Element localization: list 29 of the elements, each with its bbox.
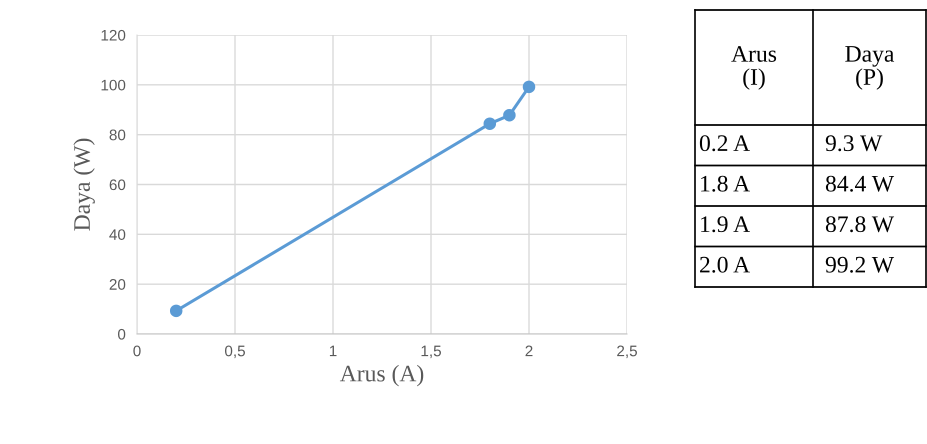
x-tick-label: 2,5: [617, 346, 637, 358]
y-tick-label: 80: [110, 130, 126, 140]
text: 87.8 W: [826, 216, 894, 232]
x-tick-label: 1,5: [422, 346, 441, 358]
point: [170, 304, 182, 318]
y-tick-label: 0: [118, 328, 126, 340]
y-axis-title: Daya (W): [73, 138, 95, 231]
text: 9.3 W: [826, 135, 882, 152]
text: 84.4 W: [826, 176, 894, 192]
x-tick-label: 2: [526, 346, 532, 356]
point: [503, 108, 516, 122]
point: [484, 117, 496, 130]
text: 99.2 W: [826, 256, 894, 273]
x-tick-label: 0,5: [224, 346, 245, 358]
y-tick-label: 120: [102, 30, 126, 41]
text: Arus (I): [731, 46, 776, 90]
text: 1.8 A: [701, 176, 750, 192]
x-tick-label: 1: [330, 346, 337, 356]
y-tick-label: 40: [109, 229, 126, 240]
x-tick-label: 0: [133, 346, 141, 356]
y-tick-label: 100: [102, 80, 126, 91]
text: Daya (P): [845, 46, 894, 90]
text: 0.2 A: [700, 135, 750, 152]
x-axis-title: Arus (A): [340, 364, 424, 386]
text: 1.9 A: [701, 216, 750, 232]
y-tick-label: 60: [110, 179, 126, 190]
point: [522, 80, 536, 94]
y-tick-label: 20: [110, 279, 126, 290]
text: 2.0 A: [700, 256, 750, 273]
